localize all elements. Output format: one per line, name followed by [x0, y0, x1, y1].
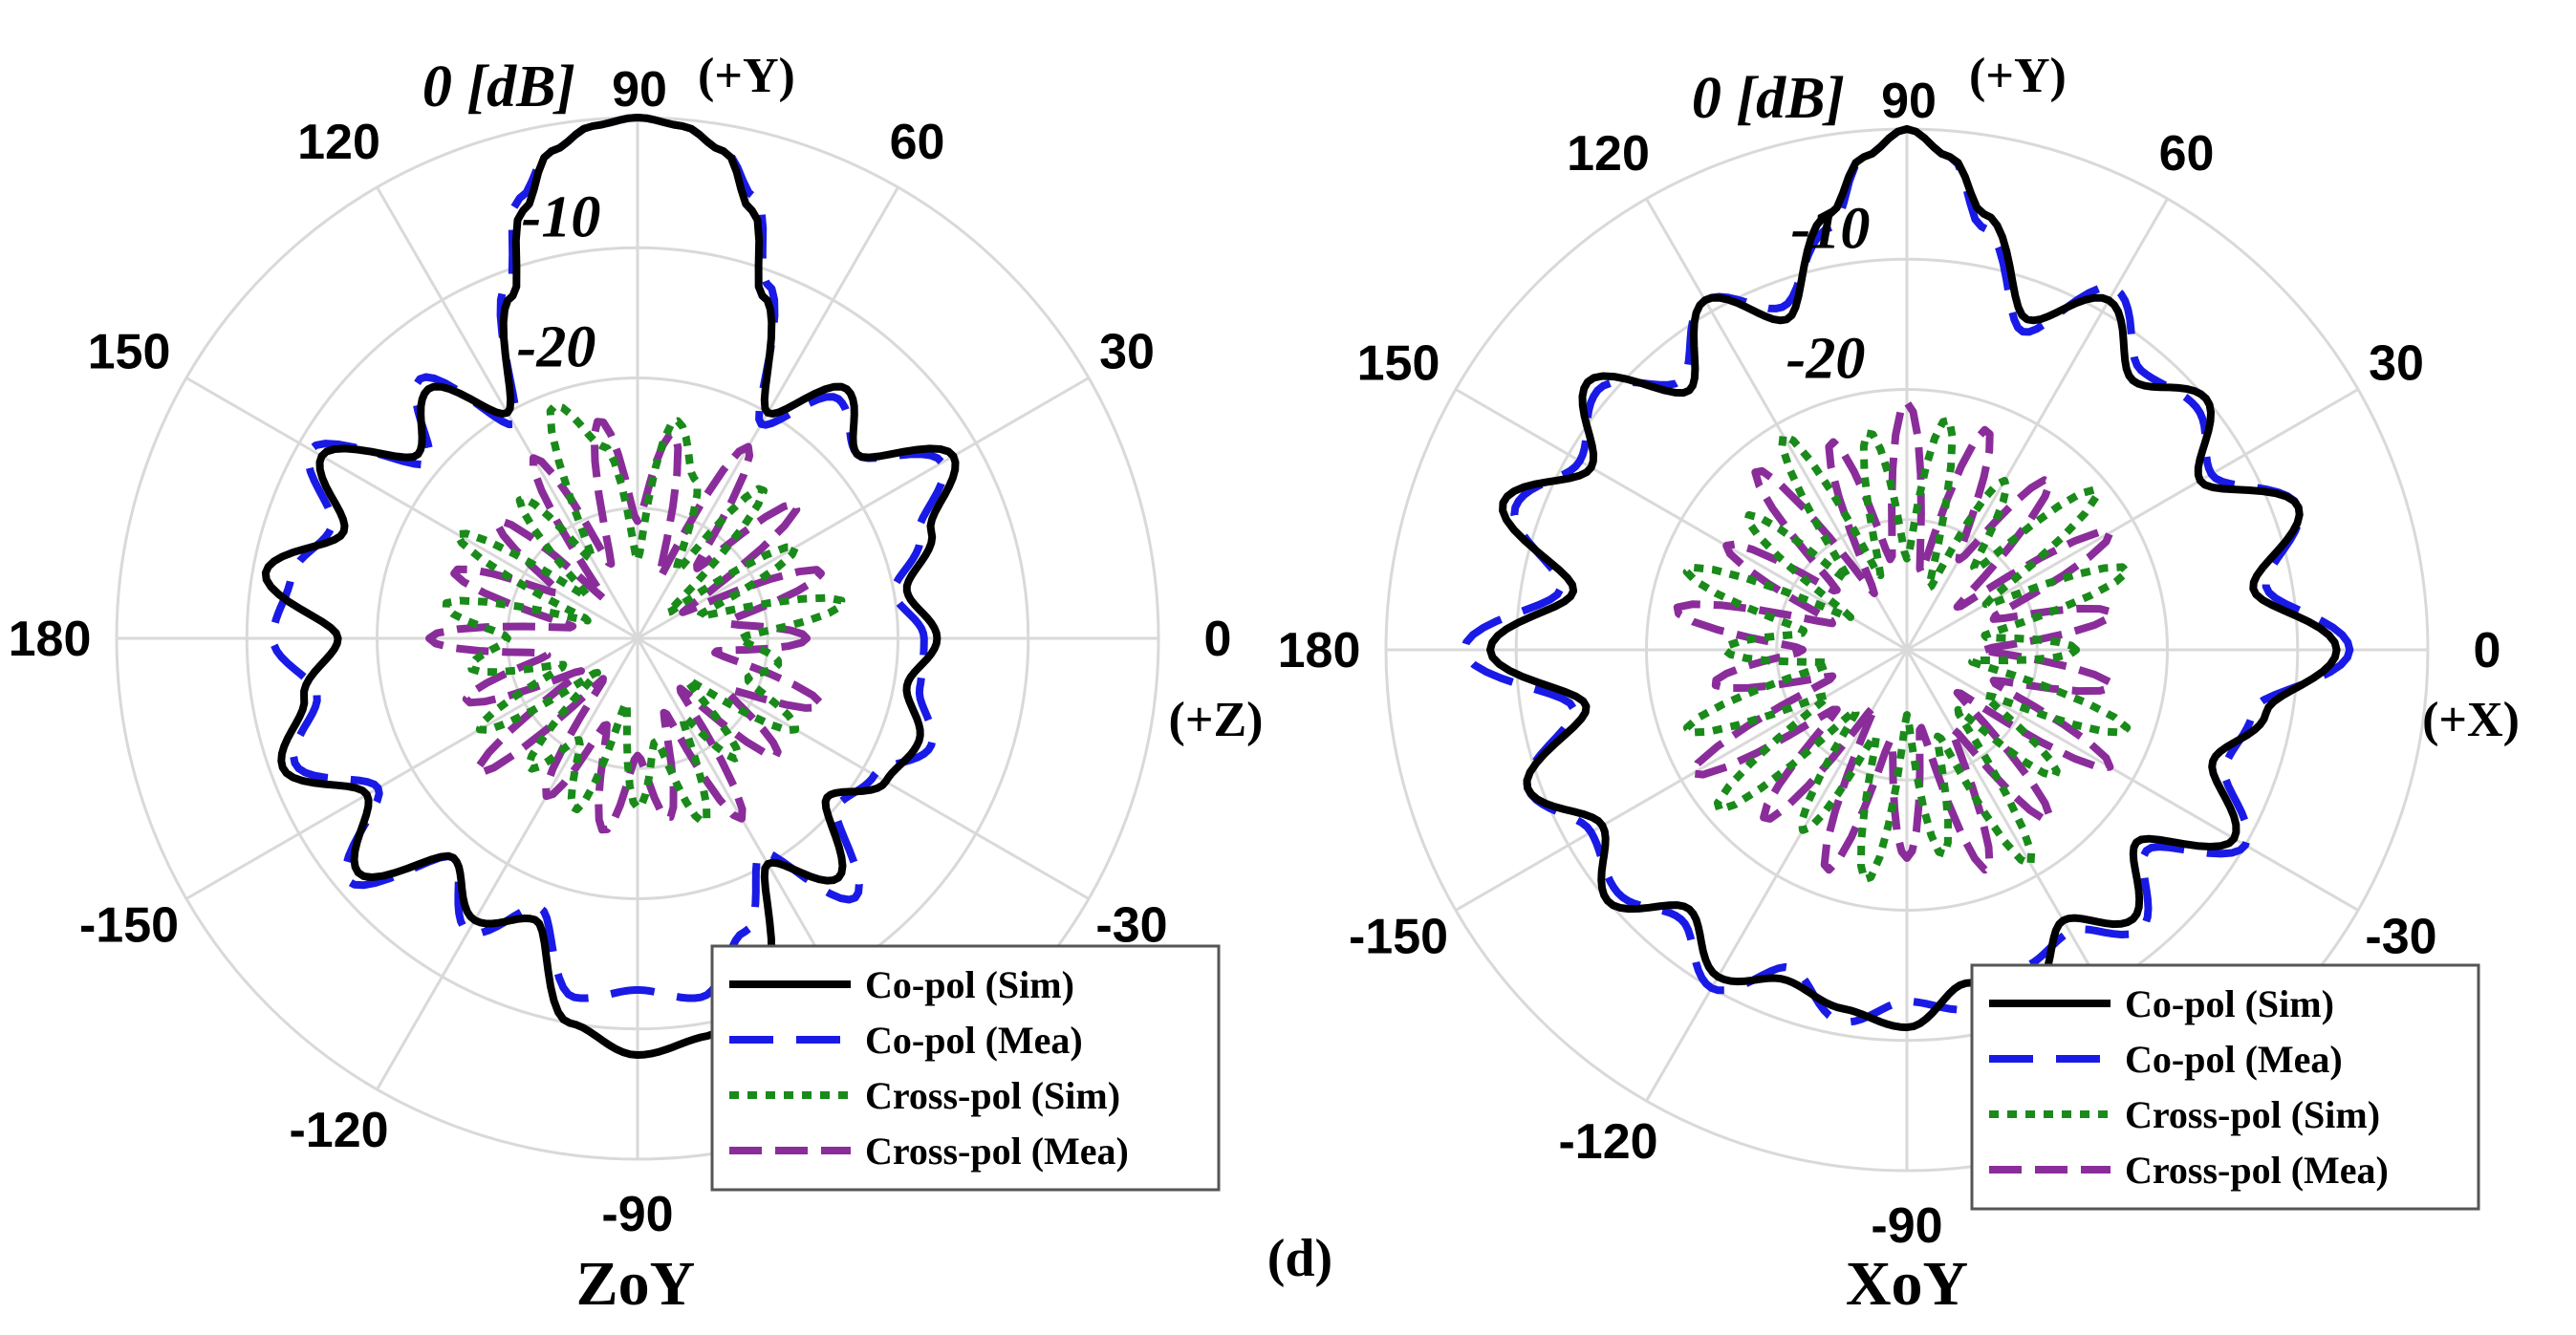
- legend-entry: Cross-pol (Sim): [865, 1074, 1120, 1117]
- radial-labels-xoy: 0 [dB] -10 -20: [1692, 66, 1870, 392]
- series-line-cross-pol-sim: [1682, 416, 2132, 884]
- series-line-co-pol-sim: [1486, 125, 2341, 1032]
- angle-tick-label: -90: [601, 1187, 673, 1242]
- radial-label: 0 [dB]: [422, 54, 575, 119]
- series-line-co-pol-mea: [269, 114, 948, 1002]
- angle-tick-label: 150: [1357, 336, 1440, 392]
- angle-tick-label: 0: [2474, 623, 2501, 678]
- angle-tick-label: -30: [1095, 898, 1167, 954]
- axis-label-plus-y-xoy: (+Y): [1969, 49, 2067, 103]
- legend-zoy: Co-pol (Sim) Co-pol (Mea) Cross-pol (Sim) C…: [710, 944, 1221, 1192]
- plane-label-zoy: ZoY: [576, 1249, 696, 1319]
- angle-tick-label: 120: [297, 115, 380, 170]
- angle-tick-label: -120: [289, 1103, 388, 1158]
- radial-labels-zoy: 0 [dB] -10 -20: [422, 54, 600, 380]
- radial-label: -20: [1786, 327, 1866, 392]
- grid-spoke: [1906, 388, 2359, 652]
- series-line-co-pol-sim: [261, 114, 960, 1059]
- angle-tick-label: 180: [1278, 623, 1361, 678]
- legend-entry: Co-pol (Sim): [2125, 982, 2334, 1025]
- grid-spoke: [1455, 648, 1908, 912]
- axis-label-plus-z: (+Z): [1169, 693, 1264, 747]
- legend-entry: Co-pol (Sim): [865, 963, 1074, 1006]
- panel-label: (d): [1267, 1229, 1332, 1288]
- polar-traces-zoy: [261, 114, 960, 1059]
- series-line-cross-pol-sim: [442, 401, 846, 827]
- legend-entry: Cross-pol (Mea): [865, 1130, 1129, 1173]
- radial-label: -10: [1791, 196, 1871, 261]
- angle-tick-label: 120: [1567, 126, 1650, 182]
- angle-tick-label: 30: [1099, 325, 1155, 380]
- legend-entry: Cross-pol (Mea): [2125, 1149, 2389, 1192]
- angle-tick-label: 60: [890, 115, 945, 170]
- angle-tick-label: -150: [1349, 910, 1448, 965]
- angle-tick-label: 150: [88, 325, 171, 380]
- axis-label-plus-y-zoy: (+Y): [698, 49, 795, 103]
- angle-tick-label: 180: [9, 612, 92, 667]
- angle-tick-label: -90: [1871, 1198, 1942, 1254]
- grid-spoke: [1906, 648, 2359, 912]
- angle-tick-label: -120: [1558, 1114, 1657, 1170]
- legend-entry: Co-pol (Mea): [2125, 1038, 2343, 1081]
- angle-tick-label: 90: [612, 62, 667, 118]
- angle-tick-label: 0: [1204, 612, 1232, 667]
- radial-label: -20: [517, 315, 596, 380]
- angle-tick-label: 30: [2369, 336, 2424, 392]
- legend-entry: Cross-pol (Sim): [2125, 1093, 2380, 1136]
- series-line-cross-pol-mea: [425, 418, 825, 834]
- grid-spoke: [1905, 198, 2169, 651]
- legend-entry: Co-pol (Mea): [865, 1019, 1083, 1062]
- angle-tick-label: -30: [2365, 910, 2436, 965]
- grid-spoke: [185, 636, 639, 900]
- axis-label-plus-x: (+X): [2422, 693, 2520, 747]
- angle-tick-label: 90: [1881, 74, 1937, 129]
- grid-spoke: [376, 637, 639, 1090]
- series-line-cross-pol-mea: [1673, 398, 2115, 874]
- polar-traces-xoy: [1460, 125, 2354, 1032]
- angle-tick-label: 60: [2159, 126, 2215, 182]
- legend-xoy: Co-pol (Sim) Co-pol (Mea) Cross-pol (Sim) C…: [1970, 963, 2480, 1211]
- angle-tick-label: -150: [79, 898, 179, 954]
- radial-label: 0 [dB]: [1692, 66, 1845, 131]
- radial-label: -10: [522, 184, 601, 249]
- grid-spoke: [637, 636, 1090, 900]
- polar-grid-zoy: [115, 116, 1160, 1161]
- grid-spoke: [1455, 388, 1908, 652]
- grid-spoke: [637, 377, 1090, 640]
- grid-spoke: [185, 377, 639, 640]
- plane-label-xoy: XoY: [1846, 1249, 1968, 1319]
